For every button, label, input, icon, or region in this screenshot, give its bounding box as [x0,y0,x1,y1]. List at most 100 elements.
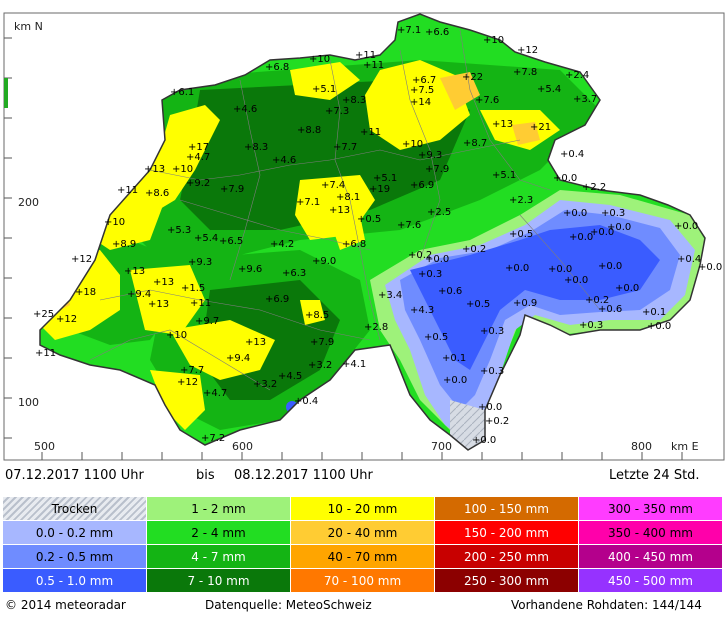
legend-swatch: 70 - 100 mm [291,569,434,592]
legend-label: 40 - 70 mm [327,549,398,564]
station-value: +5.1 [492,170,516,181]
legend-label: Trocken [51,501,98,516]
station-value: +4.5 [278,371,302,382]
legend-swatch: 200 - 250 mm [435,545,578,568]
station-value: +11 [117,185,138,196]
station-value: +5.3 [167,225,191,236]
x-tick-700: 700 [431,440,452,453]
legend-swatch: 40 - 70 mm [291,545,434,568]
station-value: +9.2 [186,178,210,189]
footer: © 2014 meteoradar Datenquelle: MeteoSchw… [0,596,727,616]
legend-swatch: 10 - 20 mm [291,497,434,520]
station-value: +0.5 [466,299,490,310]
station-value: +10 [309,54,330,65]
legend-swatch: 0.2 - 0.5 mm [3,545,146,568]
station-value: +0.2 [462,244,486,255]
station-value: +8.7 [463,138,487,149]
precipitation-map: +7.1 +6.6 +10 +12 +6.8 +10 +11 +11 +6.7 +22 +7.8 +2… [3,12,725,461]
legend-label: 0.5 - 1.0 mm [35,573,114,588]
station-value: +13 [144,164,165,175]
y-tick-200: 200 [18,196,39,209]
legend-label: 350 - 400 mm [608,525,693,540]
legend-swatch: 450 - 500 mm [579,569,722,592]
measurement-labels: +7.1 +6.6+10+12+6.8+10 +11+11+6.7 +22 +7.8 +2… [33,25,722,446]
data-source-text: Datenquelle: MeteoSchweiz [205,598,372,612]
station-value: +7.7 [333,142,357,153]
legend-swatch: 4 - 7 mm [147,545,290,568]
legend-swatch: 0.5 - 1.0 mm [3,569,146,592]
station-value: +19 [369,184,390,195]
station-value: +0.2 [408,250,432,261]
station-value: +6.9 [410,180,434,191]
station-value: +0.3 [480,366,504,377]
legend-label: 200 - 250 mm [464,549,549,564]
legend-label: 7 - 10 mm [187,573,250,588]
legend-swatch: 100 - 150 mm [435,497,578,520]
station-value: +12 [56,314,77,325]
x-tick-500: 500 [34,440,55,453]
station-value: +0.0 [472,435,496,446]
station-value: +0.9 [513,298,537,309]
station-value: +0.5 [424,332,448,343]
station-value: +7.5 [410,85,434,96]
station-value: +9.4 [127,289,151,300]
legend-swatch: 400 - 450 mm [579,545,722,568]
station-value: +9.7 [195,316,219,327]
station-value: +7.9 [220,184,244,195]
station-value: +11 [360,127,381,138]
legend-row: 0.0 - 0.2 mm 2 - 4 mm 20 - 40 mm 150 - 200 … [3,521,723,544]
station-value: +2.8 [364,322,388,333]
station-value: +8.6 [145,188,169,199]
station-value: +10 [104,217,125,228]
legend-swatch: 0.0 - 0.2 mm [3,521,146,544]
station-value: +4.3 [410,305,434,316]
station-value: +5.1 [373,173,397,184]
legend-swatch: 1 - 2 mm [147,497,290,520]
legend-row: 0.2 - 0.5 mm 4 - 7 mm 40 - 70 mm 200 - 250 … [3,545,723,568]
station-value: +0.0 [564,275,588,286]
precipitation-legend: Trocken 1 - 2 mm 10 - 20 mm 100 - 150 mm 300… [3,497,723,593]
station-value: +1.5 [181,283,205,294]
station-value: +5.4 [194,233,218,244]
station-value: +7.4 [321,180,345,191]
station-value: +7.3 [325,106,349,117]
station-value: +0.4 [294,396,318,407]
station-value: +10 [483,35,504,46]
station-value: +12 [71,254,92,265]
station-value: +21 [530,122,551,133]
station-value: +9.3 [188,257,212,268]
x-tick-600: 600 [232,440,253,453]
station-value: +11 [190,298,211,309]
station-value: +2.4 [565,70,589,81]
legend-swatch: 150 - 200 mm [435,521,578,544]
legend-label: 2 - 4 mm [191,525,246,540]
station-value: +22 [462,72,483,83]
canton-borders [89,29,601,391]
station-value: +10 [172,164,193,175]
legend-swatch: 20 - 40 mm [291,521,434,544]
station-value: +25 [33,309,54,320]
station-value: +0.3 [418,269,442,280]
legend-label: 300 - 350 mm [608,501,693,516]
station-value: +8.3 [244,142,268,153]
station-value: +10 [166,330,187,341]
station-value: +6.7 [412,75,436,86]
station-value: +13 [329,205,350,216]
station-value: +5.1 [312,84,336,95]
station-value: +0.3 [601,208,625,219]
station-value: +4.2 [270,239,294,250]
station-value: +0.4 [677,254,701,265]
station-value: +14 [410,97,431,108]
legend-label: 70 - 100 mm [323,573,402,588]
station-value: +7.7 [180,365,204,376]
legend-row: 0.5 - 1.0 mm 7 - 10 mm 70 - 100 mm 250 - 30… [3,569,723,592]
station-value: +2.2 [582,182,606,193]
period-from: 07.12.2017 1100 Uhr [5,468,144,483]
station-value: +8.9 [112,239,136,250]
station-value: +2.3 [509,195,533,206]
period-separator: bis [196,468,215,483]
station-value: +0.0 [647,321,671,332]
station-value: +0.0 [425,254,449,265]
legend-label: 400 - 450 mm [608,549,693,564]
legend-label: 10 - 20 mm [327,501,398,516]
